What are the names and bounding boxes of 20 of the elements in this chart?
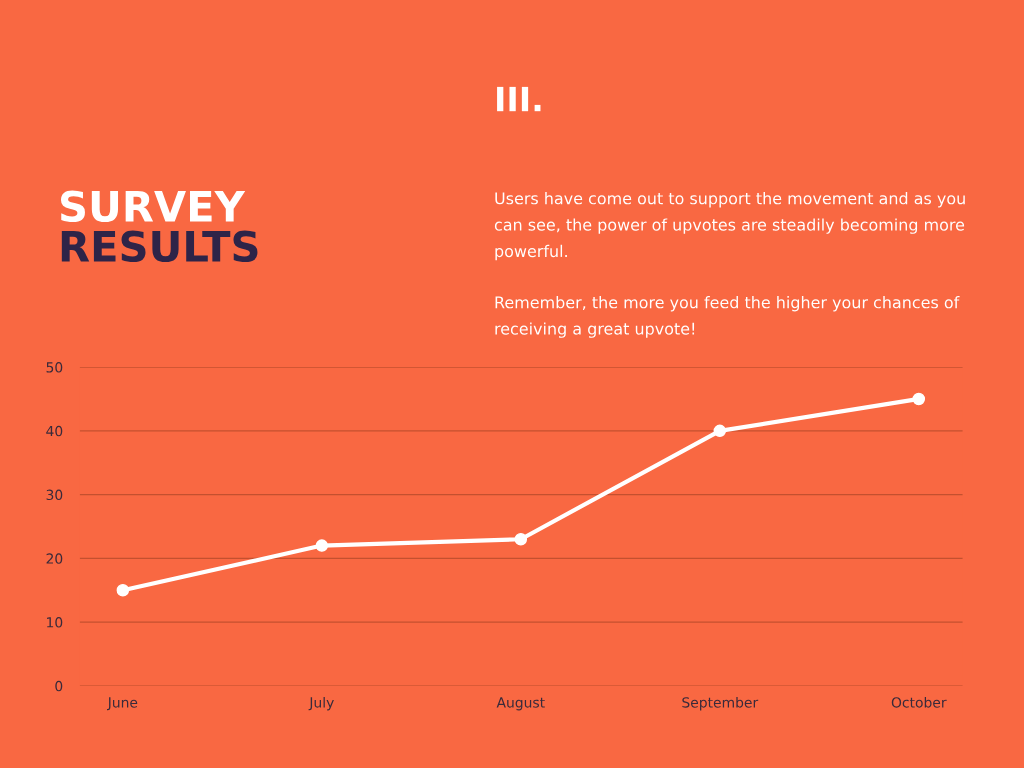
x-tick-label: July [308,696,334,711]
x-tick-label: August [496,697,545,711]
y-tick-label: 40 [46,425,63,437]
text: Remember, the more you feed the higher your chances of receiving a great upvote! [495,296,960,338]
y-tick-label: 50 [46,362,63,373]
point [116,583,130,597]
y-tick-label: 0 [55,680,63,692]
y-tick-label: 30 [46,489,63,501]
chart-title: SURVEY RESULTS [60,190,258,263]
text: III. [497,86,541,112]
text: Users have come out to support the movement and as you can see, the power of upvotes are steadily becoming more powerful. [494,192,965,261]
y-tick-label: 20 [46,553,63,564]
y-tick-label: 10 [47,617,63,628]
point [713,424,727,438]
point [514,532,528,546]
x-tick-label: September [682,696,759,711]
point [912,392,926,406]
point [315,539,329,552]
x-tick-label: October [891,696,947,708]
x-tick-label: June [107,697,138,711]
